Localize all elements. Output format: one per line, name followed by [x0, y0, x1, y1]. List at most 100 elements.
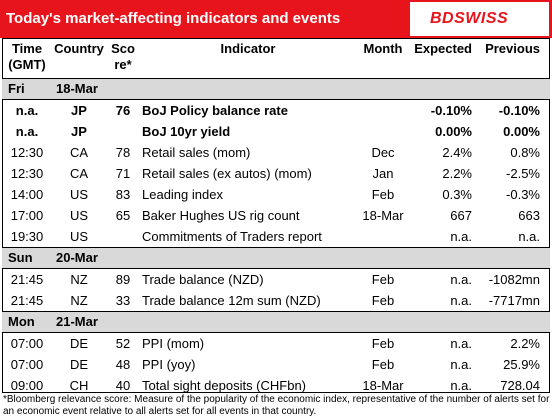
- cell: Feb: [371, 187, 395, 202]
- column-header: Time: [11, 41, 43, 56]
- cell: 07:00: [10, 357, 44, 372]
- cell: US: [69, 229, 89, 244]
- column-header: Indicator: [220, 41, 276, 56]
- cell: BoJ Policy balance rate: [142, 103, 288, 118]
- day-date: 18-Mar: [56, 81, 98, 96]
- cell: 2.4%: [442, 145, 472, 160]
- cell: 48: [115, 357, 131, 372]
- title: Today's market-affecting indicators and …: [6, 10, 341, 27]
- cell: Dec: [371, 145, 395, 160]
- cell: n.a.: [450, 272, 472, 287]
- cell: Retail sales (mom): [142, 145, 251, 160]
- cell: Trade balance 12m sum (NZD): [142, 293, 321, 308]
- logo-text: BDSWISS: [430, 10, 509, 27]
- column-header: (GMT): [8, 57, 46, 72]
- cell: 0.00%: [503, 124, 540, 139]
- cell: n.a.: [15, 103, 39, 118]
- cell: DE: [69, 336, 89, 351]
- cell: JP: [71, 124, 87, 139]
- cell: Jan: [372, 166, 394, 181]
- cell: 89: [115, 272, 131, 287]
- cell: Feb: [371, 357, 395, 372]
- cell: NZ: [70, 272, 88, 287]
- cell: NZ: [70, 293, 88, 308]
- cell: -1082mn: [488, 272, 540, 287]
- cell: 19:30: [10, 229, 44, 244]
- cell: Total sight deposits (CHFbn): [142, 378, 307, 393]
- cell: 663: [518, 208, 540, 223]
- logo: BDSWISS: [410, 2, 549, 36]
- day-label: Fri: [8, 81, 25, 96]
- day-label: Mon: [8, 314, 35, 329]
- day-row: [2, 78, 550, 100]
- cell: -0.10%: [498, 103, 540, 118]
- cell: US: [69, 208, 89, 223]
- cell: Commitments of Traders report: [142, 229, 322, 244]
- cell: 21:45: [10, 272, 44, 287]
- cell: 21:45: [10, 293, 44, 308]
- cell: 2.2%: [510, 336, 540, 351]
- cell: 09:00: [10, 378, 44, 393]
- cell: DE: [69, 357, 89, 372]
- cell: Baker Hughes US rig count: [142, 208, 300, 223]
- cell: Leading index: [142, 187, 223, 202]
- cell: 40: [115, 378, 131, 393]
- cell: Feb: [371, 272, 395, 287]
- cell: PPI (mom): [142, 336, 205, 351]
- column-header: re*: [114, 57, 132, 72]
- cell: BoJ 10yr yield: [142, 124, 231, 139]
- cell: n.a.: [450, 357, 472, 372]
- cell: 25.9%: [503, 357, 540, 372]
- cell: n.a.: [15, 124, 39, 139]
- day-label: Sun: [8, 250, 33, 265]
- cell: CA: [69, 145, 89, 160]
- cell: Feb: [371, 293, 395, 308]
- cell: n.a.: [450, 378, 472, 393]
- cell: n.a.: [518, 229, 540, 244]
- cell: 0.3%: [442, 187, 472, 202]
- footnote: *Bloomberg relevance score: Measure of t…: [3, 394, 550, 417]
- cell: n.a.: [450, 229, 472, 244]
- column-header: Country: [54, 41, 104, 56]
- cell: 17:00: [10, 208, 44, 223]
- column-header: Month: [363, 41, 403, 56]
- cell: 65: [115, 208, 131, 223]
- cell: 33: [115, 293, 131, 308]
- cell: 14:00: [10, 187, 44, 202]
- cell: 0.00%: [435, 124, 472, 139]
- cell: US: [69, 187, 89, 202]
- cell: 728.04: [500, 378, 540, 393]
- cell: -0.3%: [506, 187, 540, 202]
- cell: 78: [115, 145, 131, 160]
- cell: 0.8%: [510, 145, 540, 160]
- day-row: [2, 247, 550, 269]
- cell: -2.5%: [506, 166, 540, 181]
- cell: Trade balance (NZD): [142, 272, 264, 287]
- cell: -0.10%: [430, 103, 472, 118]
- table-frame: [2, 38, 550, 393]
- day-date: 20-Mar: [56, 250, 98, 265]
- cell: Retail sales (ex autos) (mom): [142, 166, 312, 181]
- cell: 667: [450, 208, 472, 223]
- day-row: [2, 311, 550, 333]
- column-header: Expected: [414, 41, 472, 56]
- cell: 18-Mar: [362, 378, 404, 393]
- cell: 2.2%: [442, 166, 472, 181]
- cell: 12:30: [10, 145, 44, 160]
- day-date: 21-Mar: [56, 314, 98, 329]
- cell: 71: [115, 166, 131, 181]
- header-bar: Today's market-affecting indicators and …: [0, 0, 552, 38]
- cell: 12:30: [10, 166, 44, 181]
- cell: CH: [69, 378, 89, 393]
- cell: CA: [69, 166, 89, 181]
- cell: JP: [71, 103, 87, 118]
- cell: -7717mn: [488, 293, 540, 308]
- column-header: Sco: [111, 41, 135, 56]
- cell: n.a.: [450, 336, 472, 351]
- cell: PPI (yoy): [142, 357, 196, 372]
- cell: 07:00: [10, 336, 44, 351]
- cell: Feb: [371, 336, 395, 351]
- column-header: Previous: [485, 41, 540, 56]
- cell: 83: [115, 187, 131, 202]
